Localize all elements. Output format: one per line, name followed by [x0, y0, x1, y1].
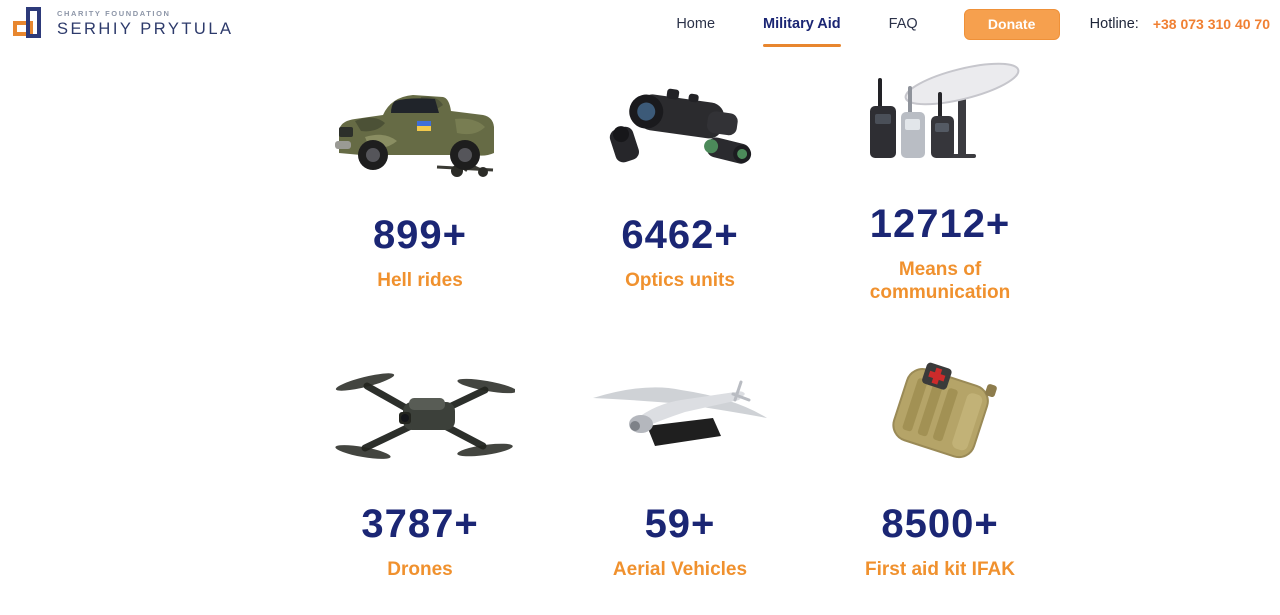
logo-tagline: CHARITY FOUNDATION	[57, 9, 171, 18]
stat-label: Drones	[387, 558, 453, 580]
stat-count: 12712+	[869, 202, 1011, 246]
logo-text: CHARITY FOUNDATION SERHIY PRYTULA	[57, 9, 234, 39]
quadcopter-drone-icon	[335, 372, 515, 459]
stat-card-hell-rides: 899+ Hell rides	[290, 71, 550, 293]
stat-label: Means of communication	[869, 259, 1011, 303]
fixed-wing-uav-icon	[593, 380, 767, 446]
foundation-logo[interactable]: CHARITY FOUNDATION SERHIY PRYTULA	[10, 4, 234, 44]
nav-item-home[interactable]: Home	[676, 16, 716, 32]
stat-label: Hell rides	[377, 270, 463, 292]
stat-label: Aerial Vehicles	[612, 558, 748, 580]
main-nav: Home Military Aid FAQ	[676, 16, 918, 47]
stat-count: 3787+	[361, 501, 479, 546]
hotline-label: Hotline:	[1089, 16, 1139, 32]
quadcopter-drone-image	[325, 360, 515, 472]
night-vision-optics-icon	[609, 89, 752, 165]
radios-and-satellite-dish-icon	[870, 62, 1020, 158]
stat-count: 6462+	[621, 213, 739, 258]
stat-card-means-of-communication: 12712+ Means of communication	[810, 60, 1070, 305]
stat-count: 899+	[372, 213, 468, 258]
stat-count: 59+	[644, 501, 716, 546]
logo-orange-rectangle	[13, 21, 33, 36]
military-aid-stats-grid: 899+ Hell rides	[290, 60, 1280, 581]
donate-button[interactable]: Donate	[963, 8, 1060, 40]
stat-label: Optics units	[625, 270, 735, 292]
pickup-truck-image	[325, 71, 515, 183]
logo-name: SERHIY PRYTULA	[57, 20, 234, 38]
header: CHARITY FOUNDATION SERHIY PRYTULA Home M…	[0, 0, 1280, 48]
stat-label: First aid kit IFAK	[865, 558, 1015, 580]
interlocked-rectangles-logo-icon	[10, 4, 50, 44]
hotline-phone-link[interactable]: +38 073 310 40 70	[1152, 16, 1270, 32]
radios-and-satellite-dish-image	[850, 60, 1030, 172]
stat-card-optics-units: 6462+ Optics units	[550, 71, 810, 293]
pickup-truck-icon	[335, 95, 494, 178]
stat-count: 8500+	[881, 501, 999, 546]
ifak-pouch-icon	[892, 362, 997, 458]
logo-navy-rectangle	[26, 7, 41, 38]
night-vision-optics-image	[590, 71, 770, 183]
stat-card-first-aid-kit-ifak: 8500+ First aid kit IFAK	[810, 360, 1070, 582]
stat-card-aerial-vehicles: 59+ Aerial Vehicles	[550, 360, 810, 582]
hotline: Hotline: +38 073 310 40 70	[1090, 16, 1270, 32]
fixed-wing-uav-image	[585, 360, 775, 472]
ifak-pouch-image	[860, 360, 1020, 472]
nav-item-faq[interactable]: FAQ	[888, 16, 918, 32]
stat-card-drones: 3787+ Drones	[290, 360, 550, 582]
nav-item-military-aid[interactable]: Military Aid	[763, 16, 841, 47]
